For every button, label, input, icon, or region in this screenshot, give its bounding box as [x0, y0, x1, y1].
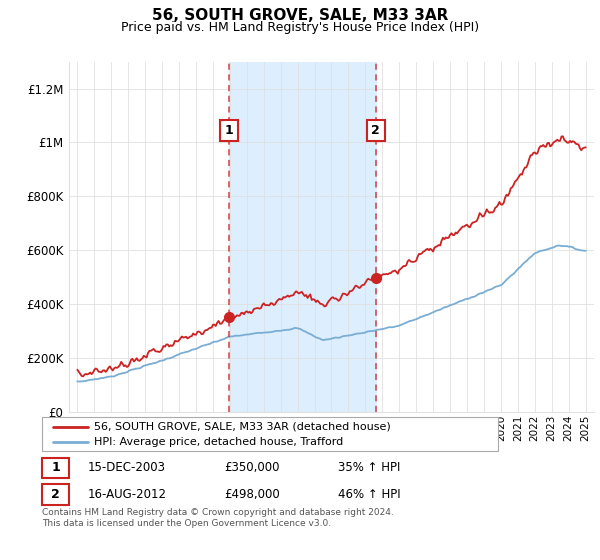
- FancyBboxPatch shape: [42, 484, 70, 505]
- Text: 1: 1: [225, 124, 233, 137]
- Bar: [229, 62, 376, 412]
- FancyBboxPatch shape: [42, 458, 70, 478]
- Text: 35% ↑ HPI: 35% ↑ HPI: [338, 461, 401, 474]
- Text: HPI: Average price, detached house, Trafford: HPI: Average price, detached house, Traf…: [94, 437, 344, 447]
- Text: 56, SOUTH GROVE, SALE, M33 3AR: 56, SOUTH GROVE, SALE, M33 3AR: [152, 8, 448, 24]
- Text: 2: 2: [371, 124, 380, 137]
- Text: Contains HM Land Registry data © Crown copyright and database right 2024.
This d: Contains HM Land Registry data © Crown c…: [42, 508, 394, 528]
- Text: Price paid vs. HM Land Registry's House Price Index (HPI): Price paid vs. HM Land Registry's House …: [121, 21, 479, 34]
- Text: £498,000: £498,000: [224, 488, 280, 501]
- Text: 56, SOUTH GROVE, SALE, M33 3AR (detached house): 56, SOUTH GROVE, SALE, M33 3AR (detached…: [94, 422, 391, 432]
- Text: £350,000: £350,000: [224, 461, 280, 474]
- Text: 15-DEC-2003: 15-DEC-2003: [88, 461, 166, 474]
- Text: 2: 2: [52, 488, 60, 501]
- Text: 46% ↑ HPI: 46% ↑ HPI: [338, 488, 401, 501]
- Text: 1: 1: [52, 461, 60, 474]
- FancyBboxPatch shape: [42, 417, 498, 451]
- Text: 16-AUG-2012: 16-AUG-2012: [88, 488, 167, 501]
